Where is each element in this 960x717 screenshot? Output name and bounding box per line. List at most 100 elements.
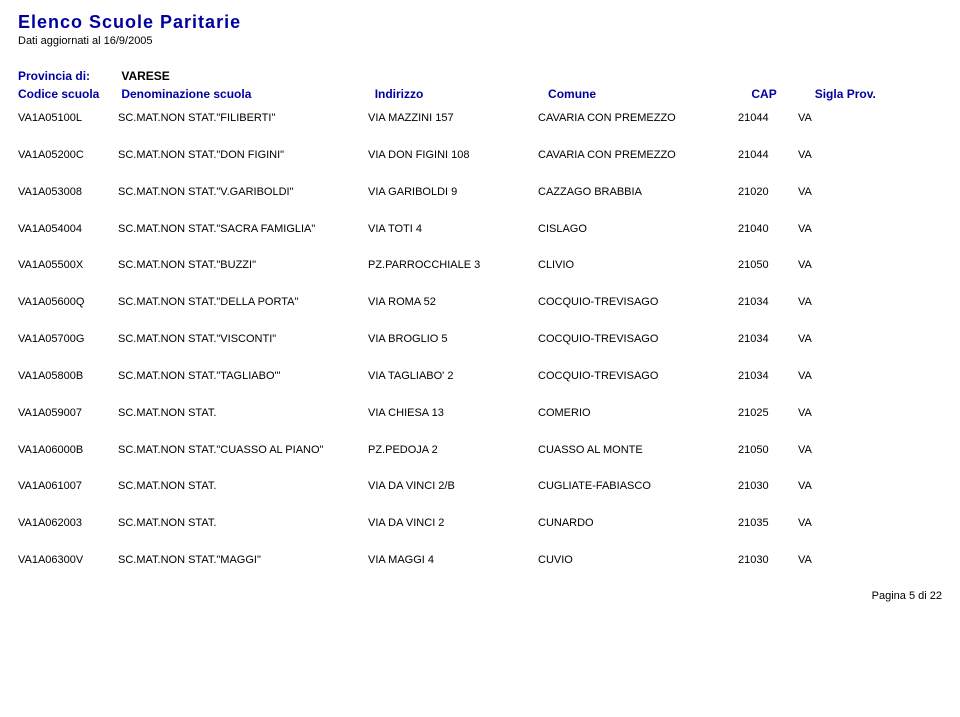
cell-town: COCQUIO-TREVISAGO [538, 295, 738, 310]
cell-code: VA1A059007 [18, 406, 118, 421]
cell-name: SC.MAT.NON STAT."CUASSO AL PIANO" [118, 443, 368, 458]
cell-prov: VA [798, 148, 888, 163]
cell-addr: VIA TAGLIABO' 2 [368, 369, 538, 384]
cell-prov: VA [798, 258, 888, 273]
cell-town: CUNARDO [538, 516, 738, 531]
cell-prov: VA [798, 479, 888, 494]
col-header-addr: Indirizzo [375, 87, 545, 101]
cell-code: VA1A06000B [18, 443, 118, 458]
cell-code: VA1A05500X [18, 258, 118, 273]
cell-cap: 21035 [738, 516, 798, 531]
cell-cap: 21044 [738, 148, 798, 163]
cell-prov: VA [798, 295, 888, 310]
table-row: VA1A06300VSC.MAT.NON STAT."MAGGI"VIA MAG… [18, 553, 942, 568]
cell-code: VA1A05700G [18, 332, 118, 347]
cell-cap: 21034 [738, 295, 798, 310]
cell-code: VA1A053008 [18, 185, 118, 200]
cell-addr: VIA ROMA 52 [368, 295, 538, 310]
cell-name: SC.MAT.NON STAT."FILIBERTI" [118, 111, 368, 126]
cell-town: CAVARIA CON PREMEZZO [538, 111, 738, 126]
cell-code: VA1A05600Q [18, 295, 118, 310]
cell-cap: 21020 [738, 185, 798, 200]
document-updated: Dati aggiornati al 16/9/2005 [18, 35, 942, 47]
cell-name: SC.MAT.NON STAT."V.GARIBOLDI" [118, 185, 368, 200]
document-title: Elenco Scuole Paritarie [18, 12, 942, 33]
cell-code: VA1A05200C [18, 148, 118, 163]
cell-prov: VA [798, 443, 888, 458]
table-row: VA1A05500XSC.MAT.NON STAT."BUZZI"PZ.PARR… [18, 258, 942, 273]
table-body: VA1A05100LSC.MAT.NON STAT."FILIBERTI"VIA… [18, 111, 942, 568]
cell-town: COCQUIO-TREVISAGO [538, 332, 738, 347]
table-row: VA1A061007SC.MAT.NON STAT.VIA DA VINCI 2… [18, 479, 942, 494]
cell-prov: VA [798, 369, 888, 384]
cell-code: VA1A054004 [18, 222, 118, 237]
cell-code: VA1A061007 [18, 479, 118, 494]
cell-name: SC.MAT.NON STAT. [118, 406, 368, 421]
cell-town: CAVARIA CON PREMEZZO [538, 148, 738, 163]
cell-cap: 21025 [738, 406, 798, 421]
cell-addr: VIA GARIBOLDI 9 [368, 185, 538, 200]
table-row: VA1A05600QSC.MAT.NON STAT."DELLA PORTA"V… [18, 295, 942, 310]
cell-name: SC.MAT.NON STAT."DON FIGINI" [118, 148, 368, 163]
col-header-name: Denominazione scuola [121, 87, 371, 101]
cell-addr: VIA DA VINCI 2/B [368, 479, 538, 494]
table-row: VA1A05700GSC.MAT.NON STAT."VISCONTI"VIA … [18, 332, 942, 347]
cell-code: VA1A06300V [18, 553, 118, 568]
table-header-row: Codice scuola Denominazione scuola Indir… [18, 87, 942, 101]
cell-prov: VA [798, 185, 888, 200]
table-row: VA1A053008SC.MAT.NON STAT."V.GARIBOLDI"V… [18, 185, 942, 200]
cell-town: CUASSO AL MONTE [538, 443, 738, 458]
cell-code: VA1A05800B [18, 369, 118, 384]
cell-town: CLIVIO [538, 258, 738, 273]
cell-name: SC.MAT.NON STAT."SACRA FAMIGLIA" [118, 222, 368, 237]
cell-cap: 21050 [738, 443, 798, 458]
cell-addr: VIA DA VINCI 2 [368, 516, 538, 531]
cell-name: SC.MAT.NON STAT."DELLA PORTA" [118, 295, 368, 310]
cell-prov: VA [798, 222, 888, 237]
col-header-code: Codice scuola [18, 87, 118, 101]
cell-prov: VA [798, 516, 888, 531]
cell-town: COMERIO [538, 406, 738, 421]
cell-addr: PZ.PARROCCHIALE 3 [368, 258, 538, 273]
col-header-town: Comune [548, 87, 748, 101]
cell-cap: 21034 [738, 369, 798, 384]
table-row: VA1A059007SC.MAT.NON STAT.VIA CHIESA 13C… [18, 406, 942, 421]
cell-name: SC.MAT.NON STAT."TAGLIABO'" [118, 369, 368, 384]
table-row: VA1A054004SC.MAT.NON STAT."SACRA FAMIGLI… [18, 222, 942, 237]
cell-addr: VIA TOTI 4 [368, 222, 538, 237]
cell-addr: VIA MAGGI 4 [368, 553, 538, 568]
province-label: Provincia di: [18, 69, 118, 83]
cell-prov: VA [798, 406, 888, 421]
cell-name: SC.MAT.NON STAT. [118, 516, 368, 531]
col-header-cap: CAP [751, 87, 811, 101]
cell-cap: 21040 [738, 222, 798, 237]
cell-prov: VA [798, 553, 888, 568]
cell-name: SC.MAT.NON STAT."MAGGI" [118, 553, 368, 568]
document-page: Elenco Scuole Paritarie Dati aggiornati … [0, 0, 960, 568]
province-value: VARESE [121, 69, 169, 83]
page-footer: Pagina 5 di 22 [0, 590, 960, 612]
cell-addr: VIA MAZZINI 157 [368, 111, 538, 126]
cell-prov: VA [798, 332, 888, 347]
cell-cap: 21030 [738, 479, 798, 494]
cell-addr: VIA CHIESA 13 [368, 406, 538, 421]
cell-name: SC.MAT.NON STAT."BUZZI" [118, 258, 368, 273]
page-number: Pagina 5 di 22 [872, 590, 942, 602]
cell-addr: VIA BROGLIO 5 [368, 332, 538, 347]
cell-prov: VA [798, 111, 888, 126]
cell-cap: 21034 [738, 332, 798, 347]
cell-code: VA1A05100L [18, 111, 118, 126]
cell-town: CUGLIATE-FABIASCO [538, 479, 738, 494]
province-line: Provincia di: VARESE [18, 69, 942, 83]
cell-town: CUVIO [538, 553, 738, 568]
cell-cap: 21030 [738, 553, 798, 568]
cell-code: VA1A062003 [18, 516, 118, 531]
cell-cap: 21050 [738, 258, 798, 273]
cell-cap: 21044 [738, 111, 798, 126]
col-header-prov: Sigla Prov. [815, 87, 905, 101]
cell-town: CISLAGO [538, 222, 738, 237]
table-row: VA1A05100LSC.MAT.NON STAT."FILIBERTI"VIA… [18, 111, 942, 126]
table-row: VA1A05200CSC.MAT.NON STAT."DON FIGINI"VI… [18, 148, 942, 163]
table-row: VA1A062003SC.MAT.NON STAT.VIA DA VINCI 2… [18, 516, 942, 531]
cell-town: COCQUIO-TREVISAGO [538, 369, 738, 384]
